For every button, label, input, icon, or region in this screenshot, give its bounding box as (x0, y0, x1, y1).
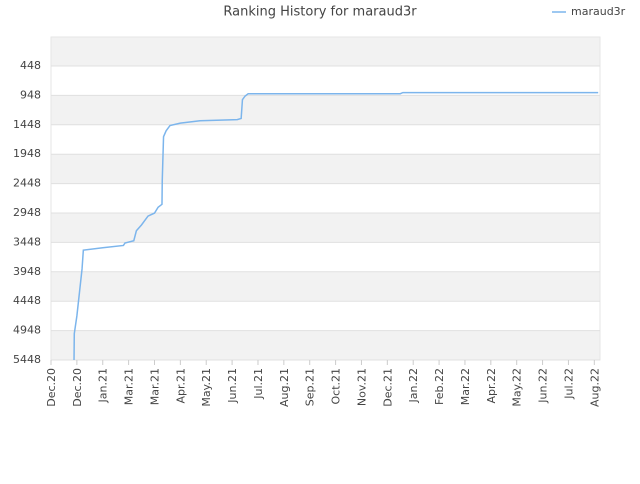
x-tick-label: Jul.22 (562, 368, 575, 400)
x-tick-label: Jul.21 (252, 368, 265, 400)
y-tick-label: 948 (20, 88, 41, 101)
grid-band (51, 154, 600, 184)
grid-band (51, 37, 600, 66)
x-tick-label: Mar.22 (459, 368, 472, 405)
chart-title: Ranking History for maraud3r (223, 5, 417, 20)
x-tick-label: Sep.21 (304, 368, 317, 406)
x-tick-label: May.21 (200, 368, 213, 407)
y-tick-label: 4448 (13, 294, 41, 307)
y-tick-label: 448 (20, 59, 41, 72)
y-tick-label: 1948 (13, 147, 41, 160)
grid-band (51, 95, 600, 125)
y-tick-label: 3948 (13, 265, 41, 278)
x-tick-label: Feb.22 (433, 368, 446, 405)
x-tick-label: Nov.21 (355, 368, 368, 406)
x-tick-label: Dec.20 (71, 368, 84, 407)
x-tick-label: Jan.21 (97, 368, 110, 403)
x-tick-label: Jan.22 (407, 368, 420, 403)
x-tick-label: Aug.21 (278, 368, 291, 407)
y-tick-label: 4948 (13, 324, 41, 337)
x-tick-label: Dec.20 (45, 368, 58, 407)
x-tick-label: Mar.21 (148, 368, 161, 405)
x-tick-label: Apr.21 (174, 368, 187, 404)
y-tick-label: 5448 (13, 353, 41, 366)
series-line (73, 91, 599, 361)
x-tick-label: Aug.22 (588, 368, 601, 407)
y-tick-label: 2448 (13, 177, 41, 190)
grid-band (51, 212, 600, 243)
grid-band (51, 330, 600, 360)
plot-frame (50, 36, 601, 361)
x-tick-label: Mar.21 (123, 368, 136, 405)
x-tick-label: Jun.21 (226, 368, 239, 404)
y-tick-label: 1448 (13, 118, 41, 131)
x-tick-label: Dec.21 (381, 368, 394, 407)
y-tick-label: 3448 (13, 235, 41, 248)
x-tick-label: Jun.22 (537, 368, 550, 404)
y-tick-label: 2948 (13, 206, 41, 219)
x-tick-label: Apr.22 (485, 368, 498, 404)
grid-band (51, 271, 600, 302)
legend-label: maraud3r (571, 5, 626, 18)
x-tick-label: Oct.21 (330, 368, 343, 405)
x-tick-label: May.22 (511, 368, 524, 407)
